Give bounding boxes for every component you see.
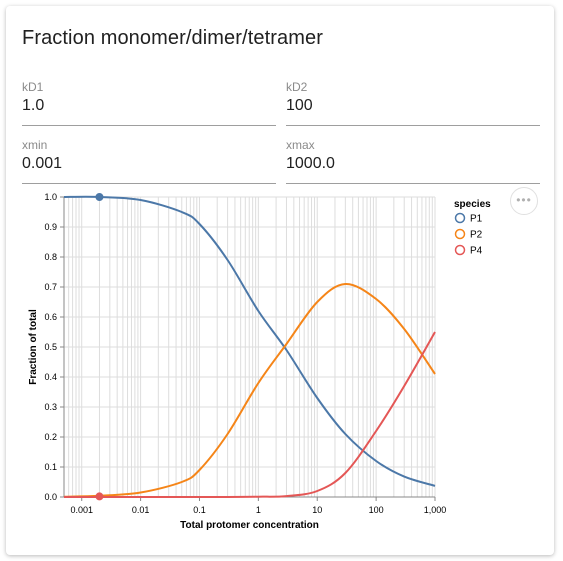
x-tick-label: 0.1	[193, 505, 206, 515]
xmin-input[interactable]: 0.001	[22, 155, 63, 172]
chart-card: Fraction monomer/dimer/tetramer kD1 1.0 …	[6, 6, 554, 555]
legend-label-p1: P1	[470, 214, 483, 225]
x-tick-label: 10	[312, 505, 322, 515]
legend-label-p2: P2	[470, 230, 483, 241]
kd2-field[interactable]: kD2 100	[286, 80, 540, 126]
y-tick-label: 0.1	[44, 462, 57, 472]
xmax-label: xmax	[286, 138, 315, 152]
y-tick-label: 0.0	[44, 492, 57, 502]
kd1-input[interactable]: 1.0	[22, 97, 45, 114]
y-tick-label: 0.8	[44, 252, 57, 262]
series-line-p4	[64, 331, 436, 499]
series-line-p2	[63, 282, 436, 498]
series-line-p1	[63, 195, 436, 487]
kd1-underline	[22, 125, 276, 126]
xmax-input[interactable]: 1000.0	[286, 155, 335, 172]
xmax-field[interactable]: xmax 1000.0	[286, 138, 540, 184]
legend-symbol-p1	[454, 212, 466, 224]
kd2-underline	[286, 125, 540, 126]
highlight-point-p4	[95, 492, 104, 501]
x-tick-label: 0.001	[70, 505, 93, 515]
y-axis-title: Fraction of total	[28, 309, 39, 385]
card-title: Fraction monomer/dimer/tetramer	[22, 27, 323, 49]
legend-symbol-p2	[454, 228, 466, 240]
highlight-point-p1	[95, 193, 104, 201]
x-tick-label: 100	[369, 505, 384, 515]
xmin-field[interactable]: xmin 0.001	[22, 138, 276, 184]
y-tick-label: 0.7	[44, 282, 57, 292]
kd2-input[interactable]: 100	[286, 97, 313, 114]
more-horizontal-icon[interactable]: •••	[510, 187, 538, 215]
y-tick-label: 1.0	[44, 192, 57, 202]
legend-symbol-p4	[454, 244, 466, 256]
y-tick-label: 0.2	[44, 432, 57, 442]
kd1-field[interactable]: kD1 1.0	[22, 80, 276, 126]
y-tick-label: 0.5	[44, 342, 57, 352]
y-tick-label: 0.9	[44, 222, 57, 232]
xmin-underline	[22, 183, 276, 184]
legend-title: species	[454, 199, 491, 210]
x-tick-label: 1,000	[424, 505, 447, 515]
kd1-label: kD1	[22, 80, 44, 94]
y-tick-label: 0.4	[44, 372, 57, 382]
xmax-underline	[286, 183, 540, 184]
x-tick-label: 0.01	[132, 505, 150, 515]
kd2-label: kD2	[286, 80, 308, 94]
y-tick-label: 0.6	[44, 312, 57, 322]
y-tick-label: 0.3	[44, 402, 57, 412]
x-tick-label: 1	[256, 505, 261, 515]
x-axis-title: Total protomer concentration	[180, 520, 319, 531]
legend-label-p4: P4	[470, 246, 483, 257]
xmin-label: xmin	[22, 138, 48, 152]
